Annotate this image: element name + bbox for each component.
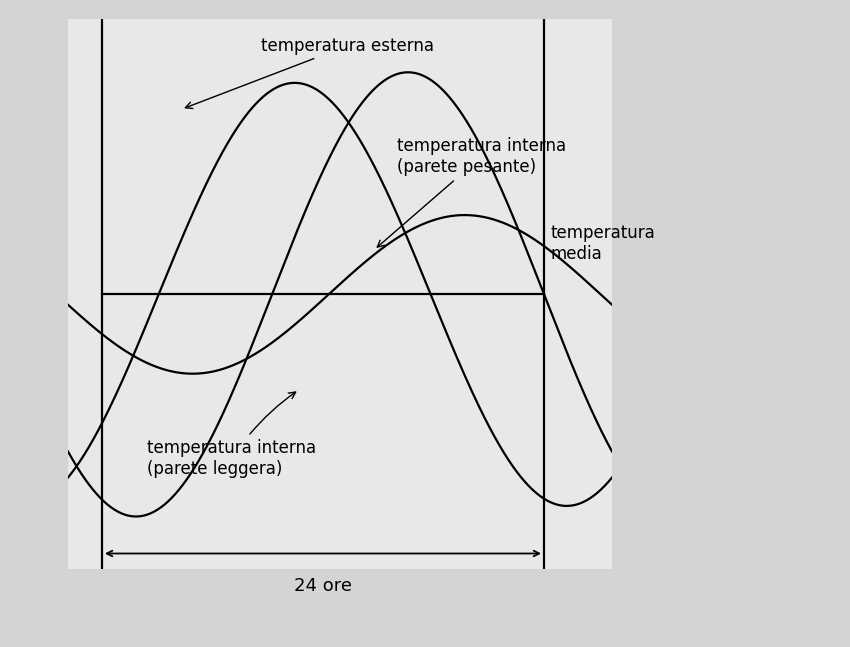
Text: temperatura interna
(parete pesante): temperatura interna (parete pesante) bbox=[377, 138, 566, 247]
Text: temperatura
media: temperatura media bbox=[551, 224, 655, 263]
Text: 24 ore: 24 ore bbox=[294, 576, 352, 595]
Text: temperatura interna
(parete leggera): temperatura interna (parete leggera) bbox=[147, 392, 316, 477]
Text: temperatura esterna: temperatura esterna bbox=[185, 37, 434, 109]
